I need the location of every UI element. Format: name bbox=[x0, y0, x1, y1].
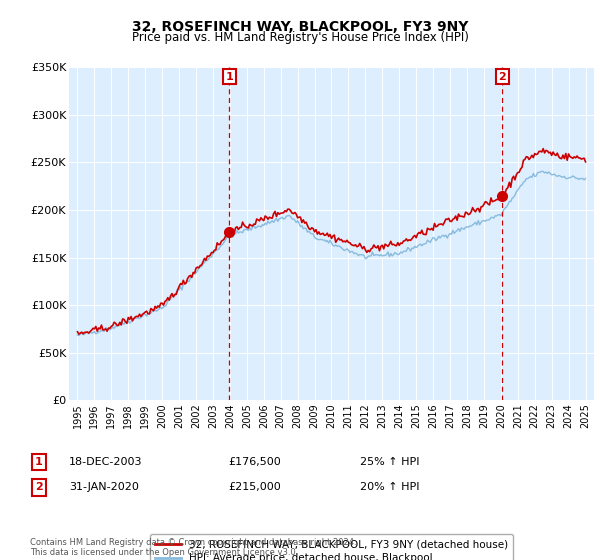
Text: £176,500: £176,500 bbox=[228, 457, 281, 467]
Text: 25% ↑ HPI: 25% ↑ HPI bbox=[360, 457, 419, 467]
Text: Contains HM Land Registry data © Crown copyright and database right 2024.
This d: Contains HM Land Registry data © Crown c… bbox=[30, 538, 356, 557]
Text: £215,000: £215,000 bbox=[228, 482, 281, 492]
Text: 2: 2 bbox=[35, 482, 43, 492]
Text: 2: 2 bbox=[499, 72, 506, 82]
Text: 1: 1 bbox=[35, 457, 43, 467]
Text: Price paid vs. HM Land Registry's House Price Index (HPI): Price paid vs. HM Land Registry's House … bbox=[131, 31, 469, 44]
Text: 31-JAN-2020: 31-JAN-2020 bbox=[69, 482, 139, 492]
Legend: 32, ROSEFINCH WAY, BLACKPOOL, FY3 9NY (detached house), HPI: Average price, deta: 32, ROSEFINCH WAY, BLACKPOOL, FY3 9NY (d… bbox=[149, 534, 514, 560]
Text: 1: 1 bbox=[226, 72, 233, 82]
Text: 20% ↑ HPI: 20% ↑ HPI bbox=[360, 482, 419, 492]
Text: 32, ROSEFINCH WAY, BLACKPOOL, FY3 9NY: 32, ROSEFINCH WAY, BLACKPOOL, FY3 9NY bbox=[132, 20, 468, 34]
Text: 18-DEC-2003: 18-DEC-2003 bbox=[69, 457, 143, 467]
